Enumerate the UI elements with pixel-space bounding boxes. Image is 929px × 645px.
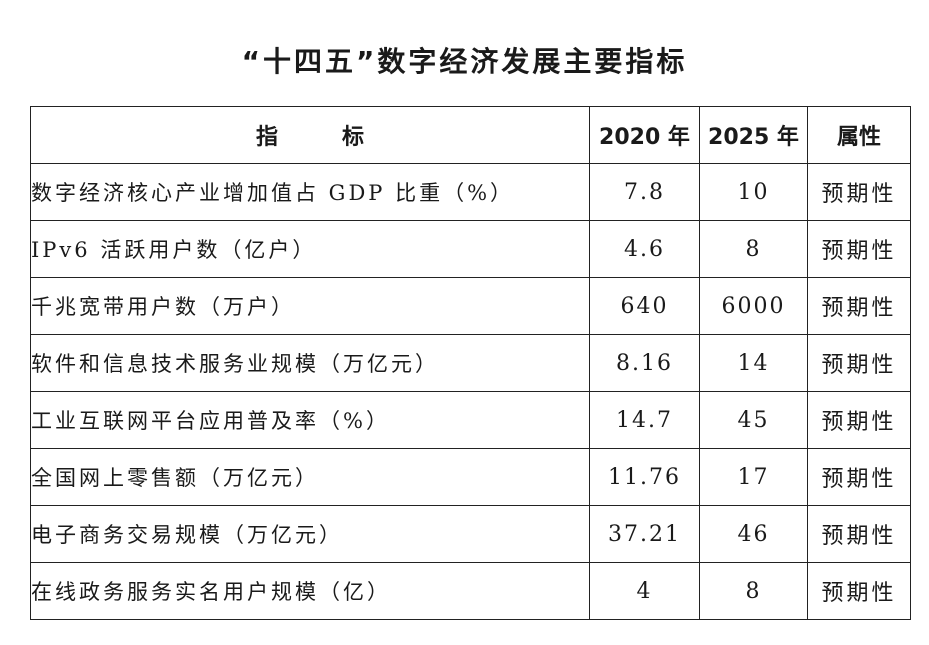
attribute-cell: 预期性 — [807, 334, 911, 392]
value-2025-cell: 8 — [699, 220, 808, 278]
indicator-cell: 工业互联网平台应用普及率（%） — [30, 391, 590, 449]
document-title: “十四五”数字经济发展主要指标 — [241, 45, 688, 78]
value-2020-cell: 11.76 — [589, 448, 700, 506]
value-2025-cell: 46 — [699, 505, 808, 563]
value-2025-cell: 10 — [699, 163, 808, 221]
indicator-cell: 电子商务交易规模（万亿元） — [30, 505, 590, 563]
value-2020-cell: 640 — [589, 277, 700, 335]
value-2025-cell: 8 — [699, 562, 808, 620]
attribute-cell: 预期性 — [807, 448, 911, 506]
attribute-cell: 预期性 — [807, 505, 911, 563]
value-2020-cell: 8.16 — [589, 334, 700, 392]
indicators-table: 指标 2020 年 2025 年 属性 数字经济核心产业增加值占 GDP 比重（… — [30, 106, 911, 620]
value-2020-cell: 14.7 — [589, 391, 700, 449]
table-row: 工业互联网平台应用普及率（%） 14.7 45 预期性 — [30, 391, 911, 449]
header-indicator: 指标 — [30, 106, 590, 164]
table-row: IPv6 活跃用户数（亿户） 4.6 8 预期性 — [30, 220, 911, 278]
table-row: 全国网上零售额（万亿元） 11.76 17 预期性 — [30, 448, 911, 506]
attribute-cell: 预期性 — [807, 220, 911, 278]
header-2025: 2025 年 — [699, 106, 808, 164]
indicator-cell: IPv6 活跃用户数（亿户） — [30, 220, 590, 278]
indicator-cell: 软件和信息技术服务业规模（万亿元） — [30, 334, 590, 392]
attribute-cell: 预期性 — [807, 277, 911, 335]
value-2025-cell: 17 — [699, 448, 808, 506]
indicator-cell: 在线政务服务实名用户规模（亿） — [30, 562, 590, 620]
value-2020-cell: 4 — [589, 562, 700, 620]
table-row: 在线政务服务实名用户规模（亿） 4 8 预期性 — [30, 562, 911, 620]
value-2020-cell: 7.8 — [589, 163, 700, 221]
header-attribute: 属性 — [807, 106, 911, 164]
attribute-cell: 预期性 — [807, 562, 911, 620]
table-row: 数字经济核心产业增加值占 GDP 比重（%） 7.8 10 预期性 — [30, 163, 911, 221]
attribute-cell: 预期性 — [807, 391, 911, 449]
value-2020-cell: 37.21 — [589, 505, 700, 563]
table-row: 软件和信息技术服务业规模（万亿元） 8.16 14 预期性 — [30, 334, 911, 392]
value-2025-cell: 6000 — [699, 277, 808, 335]
table-header-row: 指标 2020 年 2025 年 属性 — [30, 106, 911, 164]
attribute-cell: 预期性 — [807, 163, 911, 221]
indicator-cell: 数字经济核心产业增加值占 GDP 比重（%） — [30, 163, 590, 221]
indicator-cell: 千兆宽带用户数（万户） — [30, 277, 590, 335]
header-2020: 2020 年 — [589, 106, 700, 164]
indicator-cell: 全国网上零售额（万亿元） — [30, 448, 590, 506]
table-row: 电子商务交易规模（万亿元） 37.21 46 预期性 — [30, 505, 911, 563]
value-2020-cell: 4.6 — [589, 220, 700, 278]
value-2025-cell: 14 — [699, 334, 808, 392]
table-row: 千兆宽带用户数（万户） 640 6000 预期性 — [30, 277, 911, 335]
value-2025-cell: 45 — [699, 391, 808, 449]
